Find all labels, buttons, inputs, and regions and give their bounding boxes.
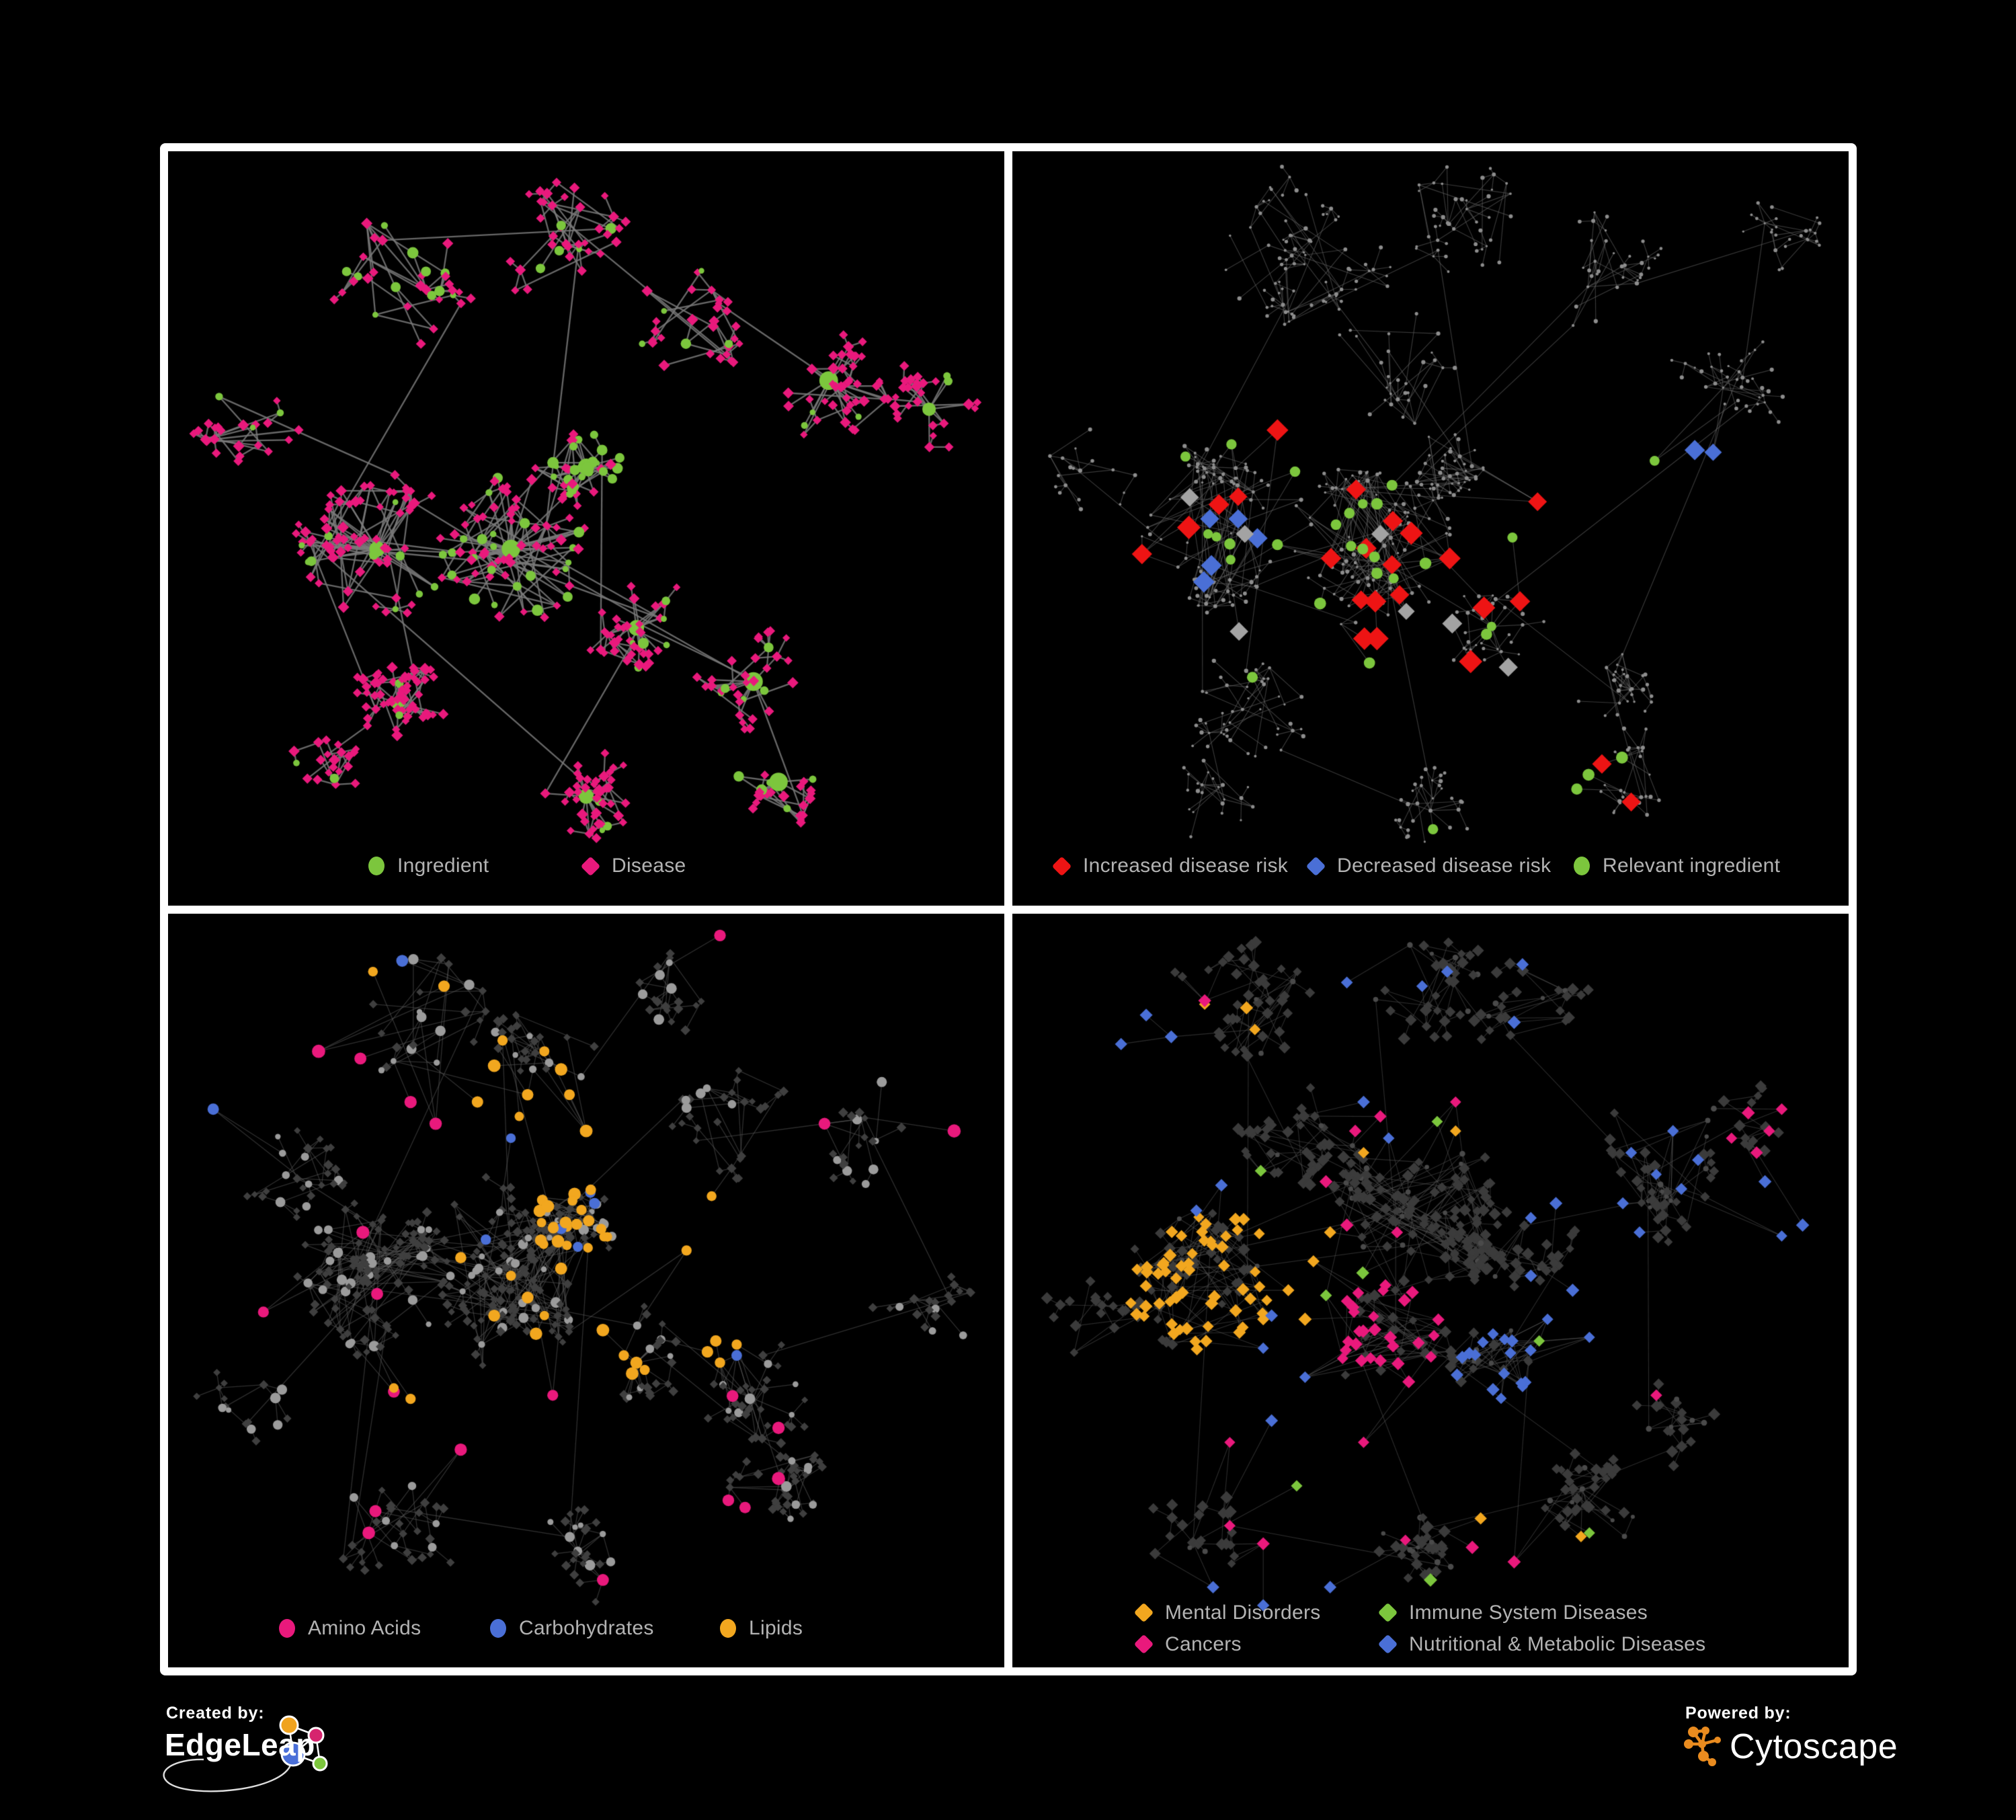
- cytoscape-network-logo-icon: [1684, 1727, 1721, 1766]
- edgeleap-wordmark: EdgeLeap: [165, 1727, 315, 1762]
- pink-diamond-disease-icon: [580, 856, 601, 876]
- legend-label: Disease: [612, 855, 686, 877]
- network-graph-disease-risk: [1012, 151, 1849, 906]
- network-graph-nutrient-classes: [168, 913, 1004, 1667]
- legend-item-immune-system-diseases: Immune System Diseases: [1377, 1601, 1648, 1624]
- panel-nutrient-classes: Amino Acids Carbohydrates Lipids: [168, 913, 1004, 1667]
- legend-label: Cancers: [1165, 1632, 1242, 1655]
- legend-item-ingredient: Ingredient: [368, 855, 489, 877]
- figure-frame: Ingredient Disease Increased disease risk D…: [160, 143, 1857, 1675]
- edgeleap-credit: Created by: EdgeLeap: [163, 1697, 387, 1811]
- legend-item-lipids: Lipids: [720, 1617, 803, 1640]
- network-graph-ingredient-disease: [168, 151, 1004, 906]
- legend-label: Lipids: [749, 1616, 803, 1639]
- legend-item-carbohydrates: Carbohydrates: [490, 1617, 654, 1640]
- legend-item-increased-disease-risk: Increased disease risk: [1051, 855, 1289, 877]
- legend-item-cancers: Cancers: [1133, 1632, 1242, 1656]
- cytoscape-wordmark: Cytoscape: [1730, 1727, 1898, 1766]
- pink-circle-amino-acids-icon: [279, 1618, 295, 1638]
- blue-diamond-decreased-risk-icon: [1305, 856, 1326, 876]
- legend-item-amino-acids: Amino Acids: [279, 1617, 421, 1640]
- legend-label: Increased disease risk: [1083, 855, 1289, 877]
- panel-ingredient-disease: Ingredient Disease: [168, 151, 1004, 906]
- edgeleap-network-logo-icon: [163, 1715, 328, 1792]
- green-diamond-immune-diseases-icon: [1377, 1602, 1398, 1623]
- legend-label: Amino Acids: [308, 1616, 421, 1639]
- legend-label: Immune System Diseases: [1409, 1601, 1648, 1624]
- green-circle-relevant-ingredient-icon: [1574, 857, 1590, 875]
- legend-label: Decreased disease risk: [1337, 855, 1551, 877]
- powered-by-label: Powered by:: [1685, 1704, 1791, 1723]
- legend-label: Nutritional & Metabolic Diseases: [1409, 1632, 1706, 1655]
- orange-diamond-mental-disorders-icon: [1133, 1602, 1154, 1623]
- legend-label: Mental Disorders: [1165, 1601, 1321, 1624]
- legend-item-disease: Disease: [580, 855, 686, 877]
- legend-item-decreased-disease-risk: Decreased disease risk: [1305, 855, 1551, 877]
- blue-diamond-nutritional-metabolic-icon: [1377, 1634, 1398, 1655]
- panel-disease-risk: Increased disease risk Decreased disease …: [1012, 151, 1849, 906]
- orange-circle-lipids-icon: [720, 1618, 736, 1638]
- cytoscape-credit: Powered by: Cytoscape: [1684, 1697, 1898, 1798]
- legend-label: Relevant ingredient: [1603, 855, 1781, 877]
- pink-diamond-cancers-icon: [1133, 1634, 1154, 1655]
- green-circle-ingredient-icon: [368, 857, 385, 875]
- legend-item-mental-disorders: Mental Disorders: [1133, 1601, 1321, 1624]
- network-graph-disease-classes: [1012, 913, 1849, 1667]
- panel-disease-classes: Mental Disorders Immune System Diseases Ca…: [1012, 913, 1849, 1667]
- panel-grid: Ingredient Disease Increased disease risk D…: [168, 151, 1849, 1667]
- blue-circle-carbohydrates-icon: [490, 1618, 506, 1638]
- legend-item-relevant-ingredient: Relevant ingredient: [1574, 855, 1780, 877]
- red-diamond-increased-risk-icon: [1051, 856, 1072, 876]
- legend-item-nutritional-metabolic-diseases: Nutritional & Metabolic Diseases: [1377, 1632, 1706, 1656]
- created-by-label: Created by:: [166, 1704, 265, 1723]
- legend-label: Ingredient: [397, 855, 489, 877]
- legend-label: Carbohydrates: [519, 1616, 654, 1639]
